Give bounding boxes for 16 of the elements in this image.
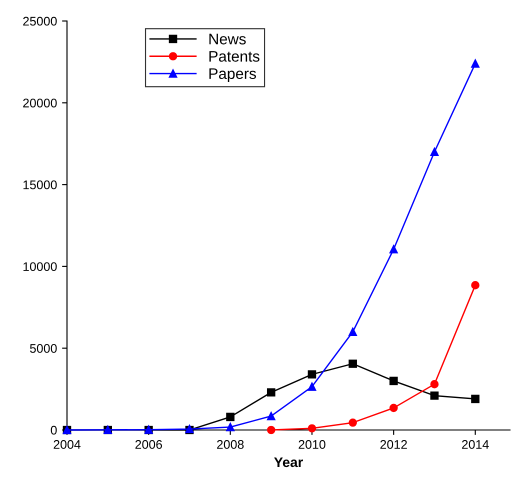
legend-label: News <box>209 34 246 44</box>
x-axis-title: Year <box>274 457 303 468</box>
x-tick-label: 2008 <box>217 440 244 449</box>
x-tick-label: 2010 <box>298 440 326 449</box>
y-tick-label: 15000 <box>23 180 57 190</box>
y-tick-label: 0 <box>50 426 57 435</box>
y-tick-label: 25000 <box>23 16 57 26</box>
y-tick-label: 10000 <box>23 262 57 272</box>
legend-label: Papers <box>209 68 256 82</box>
x-tick-label: 2004 <box>54 440 81 449</box>
x-tick-label: 2006 <box>135 440 162 449</box>
x-tick-label: 2014 <box>462 440 489 449</box>
x-tick-label: 2012 <box>380 440 407 449</box>
y-tick-label: 20000 <box>23 98 57 108</box>
y-tick-label: 5000 <box>30 344 57 353</box>
legend-label: Patents <box>209 51 260 62</box>
